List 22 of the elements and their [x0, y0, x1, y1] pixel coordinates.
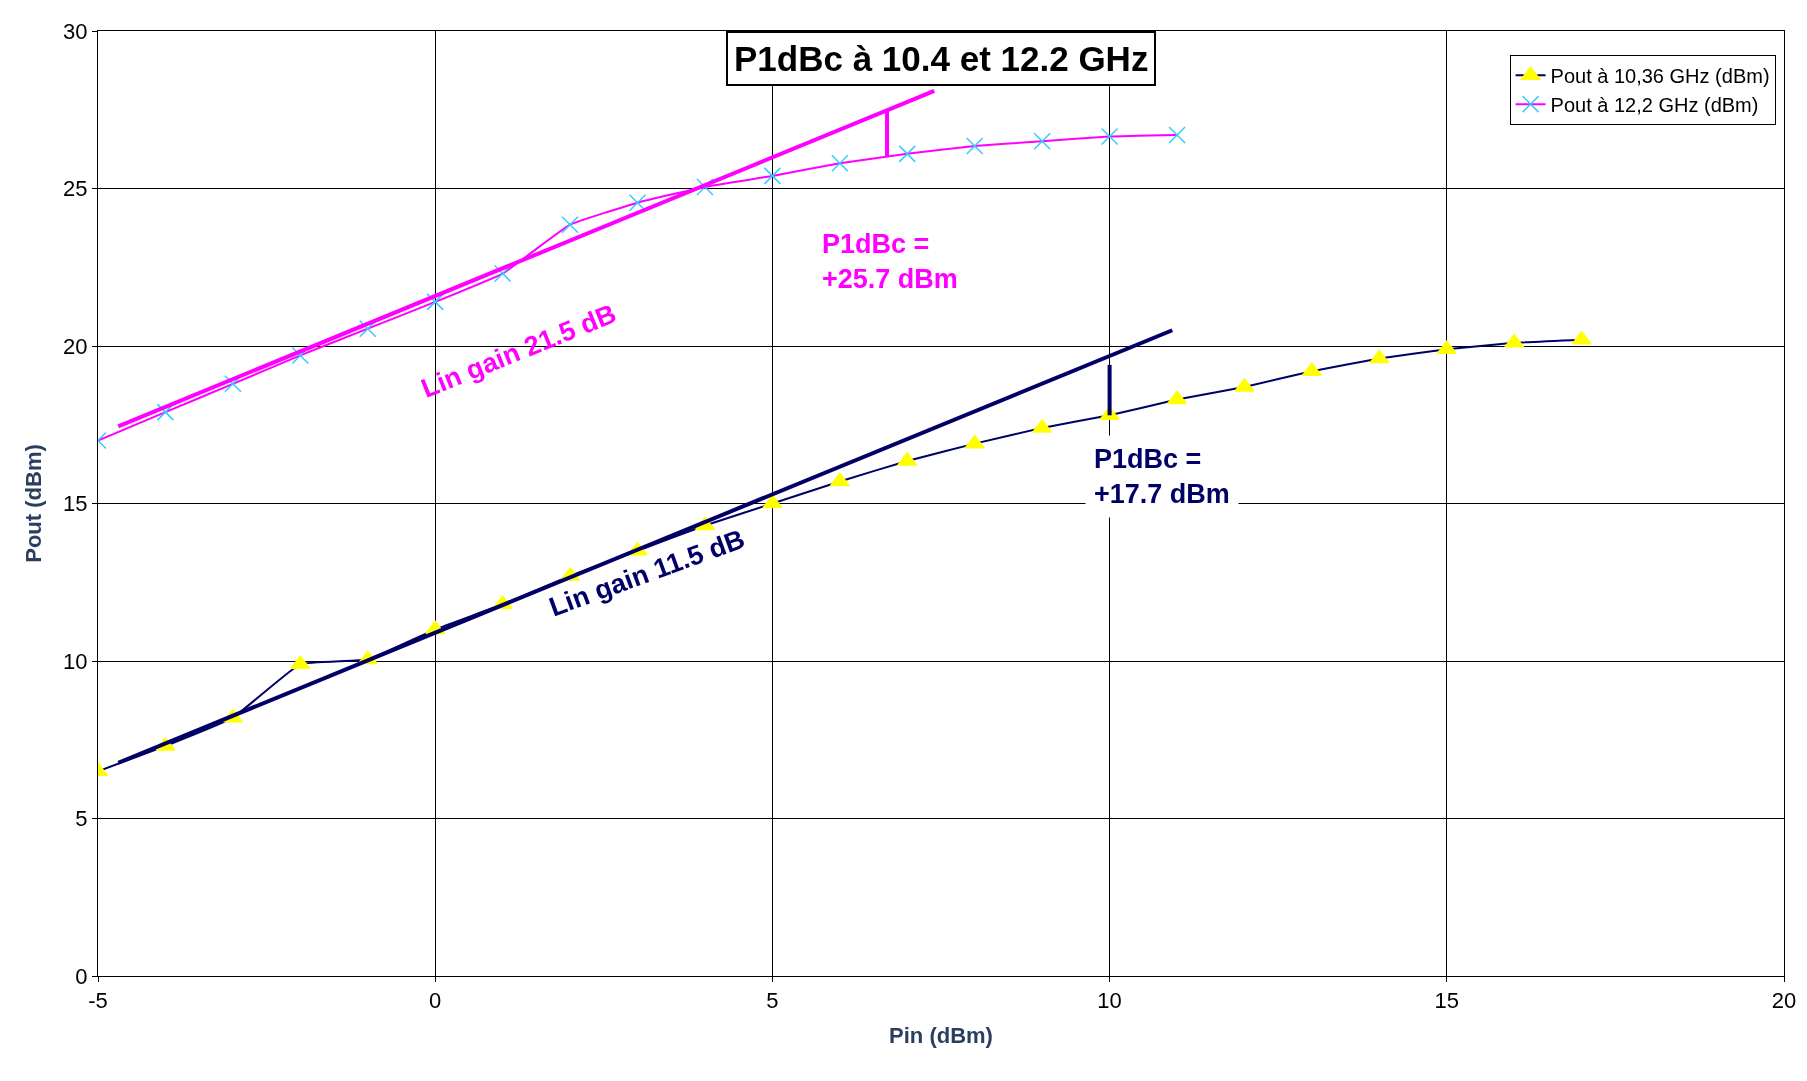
x-axis-title: Pin (dBm): [889, 1023, 993, 1049]
annotation: Lin gain 11.5 dB: [545, 523, 749, 623]
legend-label: Pout à 10,36 GHz (dBm): [1550, 64, 1770, 87]
x-tick-label: -5: [88, 988, 108, 1014]
y-tick-label: 5: [75, 806, 88, 832]
chart-title: P1dBc à 10.4 et 12.2 GHz: [734, 39, 1149, 78]
y-axis-title: Pout (dBm): [20, 444, 46, 563]
y-tick-label: 15: [63, 491, 88, 517]
x-tick-label: 0: [429, 988, 442, 1014]
annotation: P1dBc = +17.7 dBm: [1094, 444, 1230, 510]
annotation: P1dBc = +25.7 dBm: [822, 229, 958, 295]
y-tick-label: 25: [63, 176, 88, 202]
y-tick-label: 0: [75, 963, 88, 989]
x-tick-label: 5: [766, 988, 779, 1014]
y-tick-label: 10: [63, 648, 88, 674]
y-tick-label: 20: [63, 333, 88, 359]
x-tick-label: 15: [1434, 988, 1460, 1014]
y-tick-label: 30: [63, 18, 88, 44]
legend-label: Pout à 12,2 GHz (dBm): [1550, 93, 1759, 116]
x-tick-label: 10: [1097, 988, 1122, 1014]
annotation: Lin gain 21.5 dB: [417, 298, 621, 404]
x-tick-label: 20: [1771, 988, 1797, 1014]
